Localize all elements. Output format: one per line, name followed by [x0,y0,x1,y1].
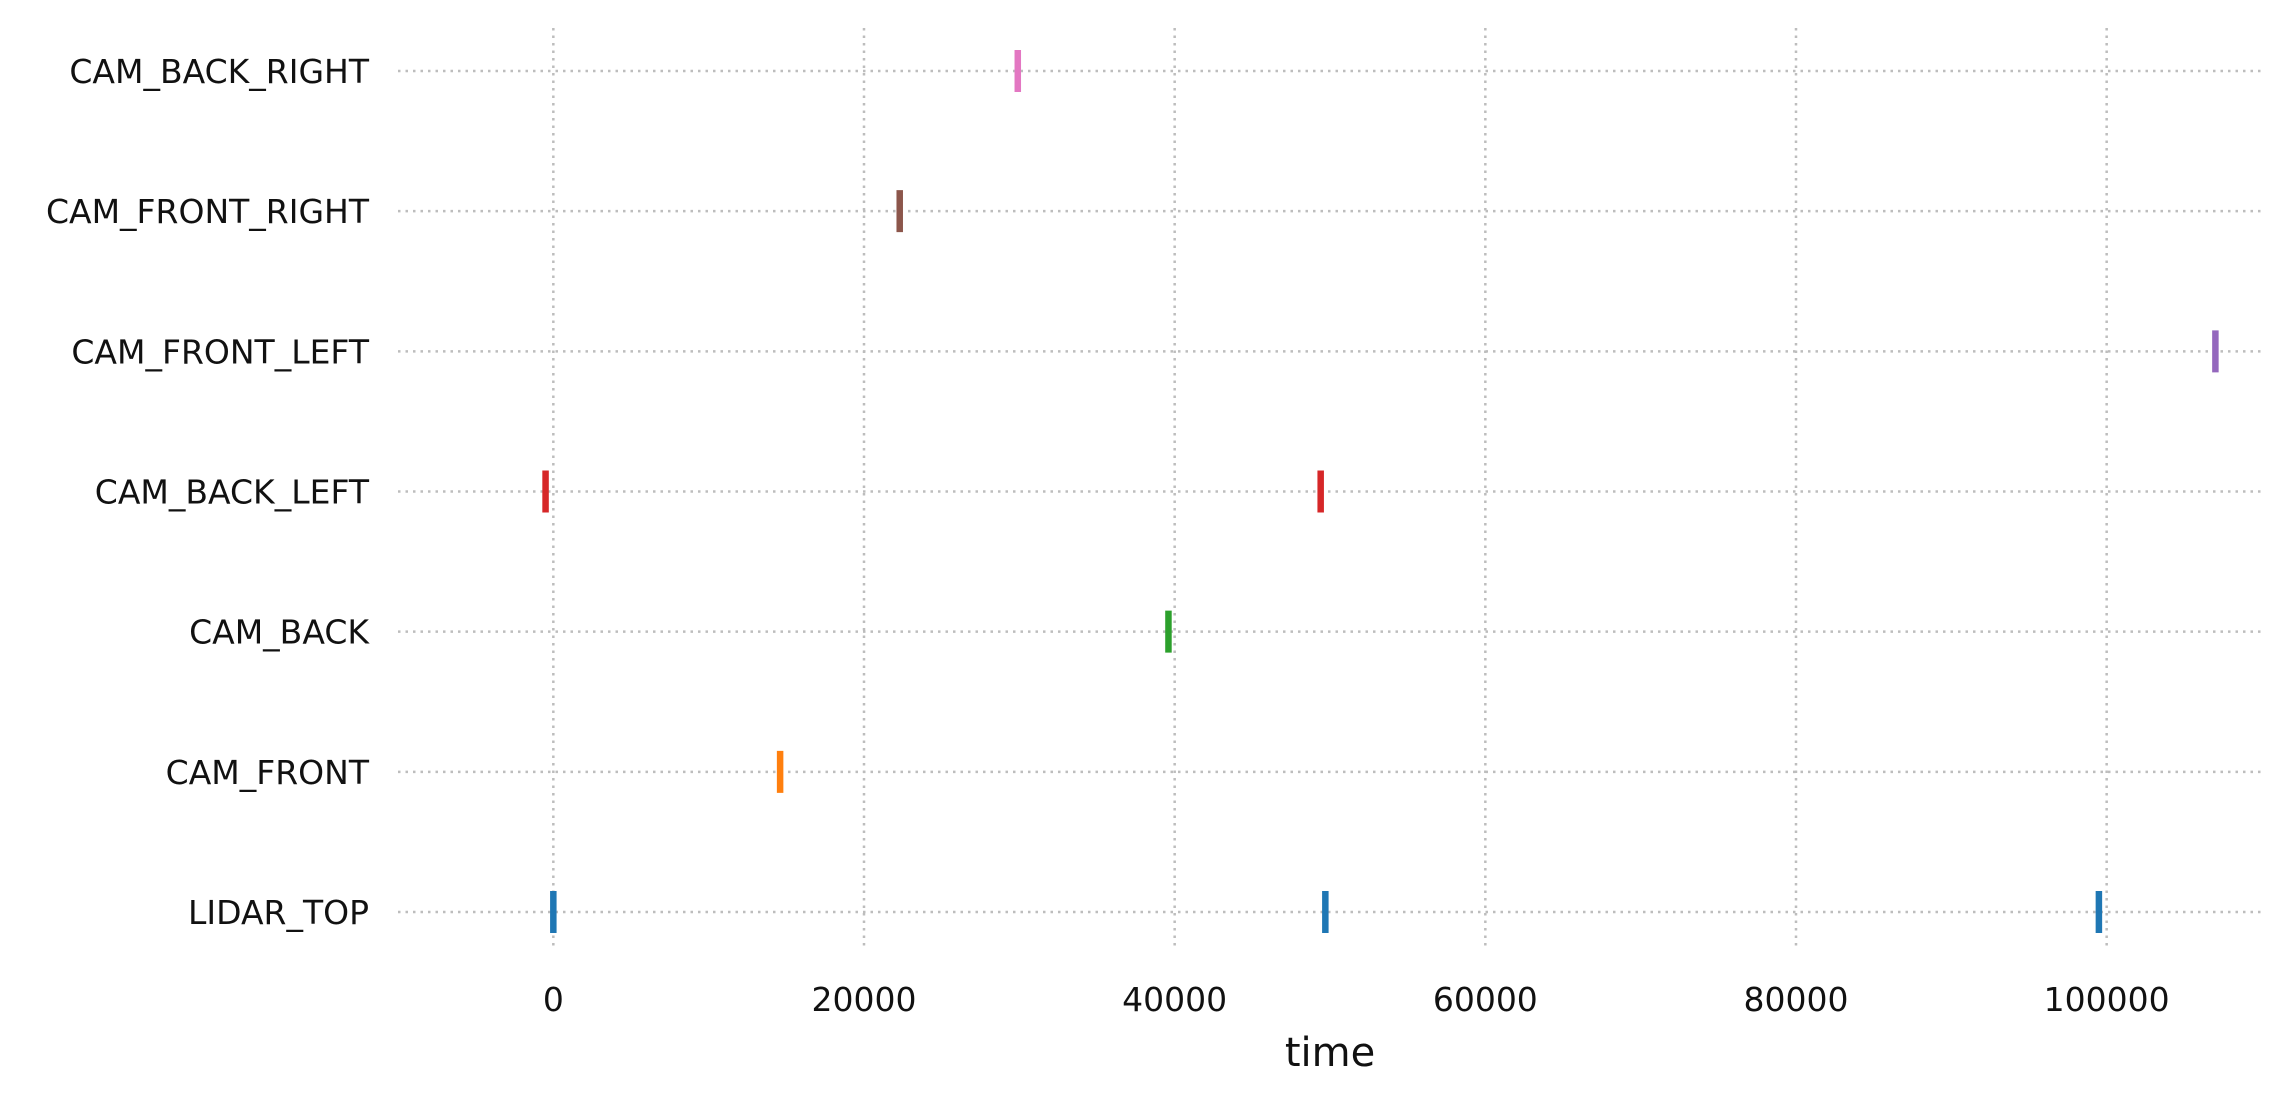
y-tick-label: LIDAR_TOP [188,893,369,932]
x-tick-label: 60000 [1433,980,1538,1019]
x-tick-label: 20000 [812,980,917,1019]
y-tick-label: CAM_BACK [189,613,370,652]
y-tick-label: CAM_BACK_RIGHT [69,52,369,91]
x-tick-labels: 0 20000 40000 60000 80000 100000 [543,980,2170,1019]
y-tick-label: CAM_BACK_LEFT [95,473,370,512]
x-axis-title: time [1285,1030,1375,1076]
horizontal-grid-lines [398,69,2262,914]
x-tick-label: 80000 [1744,980,1849,1019]
event-marks [542,50,2219,933]
y-tick-label: CAM_FRONT [166,753,370,792]
x-tick-label: 0 [543,980,564,1019]
y-tick-labels: LIDAR_TOP CAM_FRONT CAM_BACK CAM_BACK_LEFT C… [46,52,370,932]
x-tick-label: 100000 [2044,980,2170,1019]
x-tick-label: 40000 [1122,980,1227,1019]
y-tick-label: CAM_FRONT_RIGHT [46,192,370,231]
y-tick-label: CAM_FRONT_LEFT [71,332,369,371]
vertical-grid-lines [552,28,2108,948]
